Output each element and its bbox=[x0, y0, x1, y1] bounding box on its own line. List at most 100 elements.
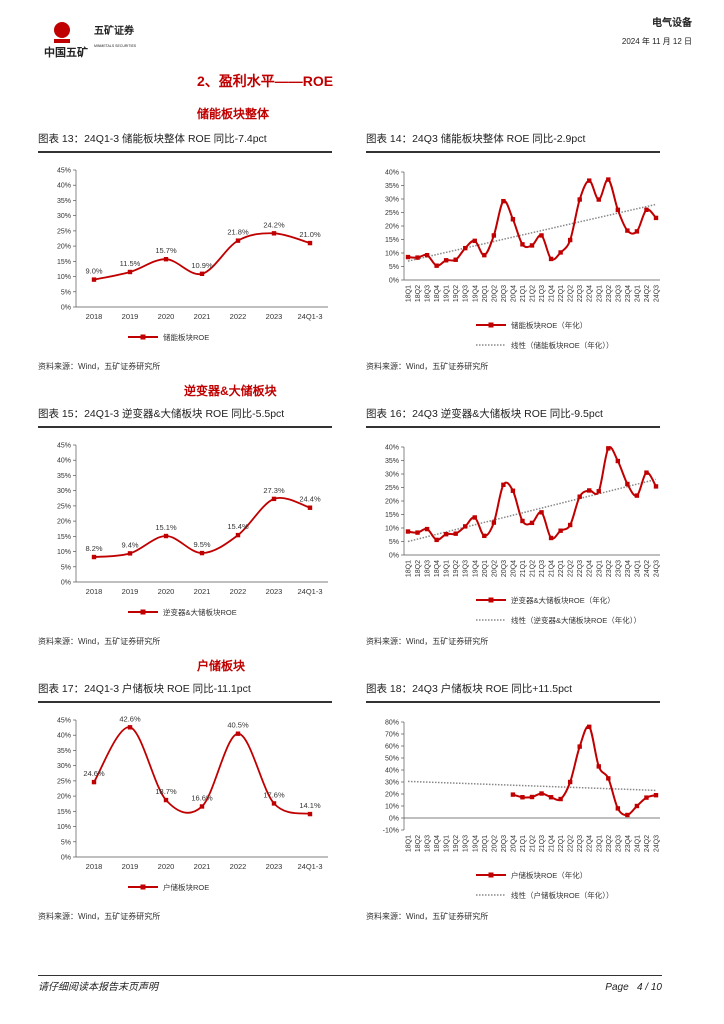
data-point bbox=[415, 530, 420, 535]
chart-svg: 0% 5% 10% 15% 20% 25% 30% 35% 40% 18Q1 18Q2 18Q3 18Q… bbox=[385, 170, 661, 351]
data-point bbox=[453, 531, 458, 536]
x-tick-label: 22Q3 bbox=[577, 835, 584, 852]
y-tick-label: 60% bbox=[385, 744, 399, 751]
y-tick-label: 70% bbox=[385, 732, 399, 739]
x-tick-label: 21Q3 bbox=[539, 560, 546, 577]
data-label: 9.4% bbox=[121, 540, 138, 549]
x-tick-label: 18Q4 bbox=[434, 560, 441, 577]
data-point bbox=[520, 518, 525, 524]
x-tick-label: 24Q3 bbox=[654, 560, 661, 577]
x-tick-label: 22Q4 bbox=[587, 835, 594, 852]
legend-label: 储能板块ROE（年化） bbox=[511, 320, 587, 330]
x-tick-label: 24Q3 bbox=[654, 835, 661, 852]
x-tick-label: 20Q4 bbox=[510, 835, 517, 852]
data-point bbox=[510, 488, 516, 493]
data-point bbox=[482, 252, 487, 258]
x-tick-label: 19Q3 bbox=[463, 285, 470, 302]
legend-marker bbox=[488, 322, 494, 328]
legend-label: 线性（储能板块ROE（年化）） bbox=[511, 340, 614, 350]
data-point bbox=[596, 764, 601, 769]
y-tick-label: 25% bbox=[385, 485, 399, 492]
data-label: 11.5% bbox=[120, 259, 141, 268]
chart-title: 图表 14：24Q3 储能板块整体 ROE 同比-2.9pct bbox=[366, 133, 586, 145]
x-tick-label: 20Q3 bbox=[501, 835, 508, 852]
data-point bbox=[271, 801, 277, 806]
chart-title-rule bbox=[38, 151, 332, 153]
data-point bbox=[606, 446, 611, 451]
legend-marker bbox=[140, 884, 146, 890]
x-tick-label: 23Q3 bbox=[615, 285, 622, 302]
data-point bbox=[596, 489, 601, 494]
x-tick-label: 22Q1 bbox=[558, 835, 565, 852]
data-label: 21.8% bbox=[227, 228, 249, 237]
data-label: 9.5% bbox=[193, 540, 210, 549]
data-point bbox=[529, 520, 535, 526]
y-tick-label: 40% bbox=[57, 733, 71, 740]
footer-rule bbox=[38, 975, 662, 976]
x-tick-label: 23Q4 bbox=[625, 560, 632, 577]
data-point bbox=[127, 551, 133, 556]
chart-svg: 0% 5% 10% 15% 20% 25% 30% 35% 40% 45% 2018 2019 2020… bbox=[57, 168, 328, 342]
x-tick-label: 20Q2 bbox=[491, 835, 498, 852]
data-point bbox=[482, 533, 487, 539]
y-tick-label: 25% bbox=[57, 503, 71, 510]
data-point bbox=[163, 533, 169, 539]
y-tick-label: 40% bbox=[385, 768, 399, 775]
legend-marker bbox=[488, 597, 494, 603]
x-tick-label: 21Q2 bbox=[530, 835, 537, 852]
x-tick-label: 19Q1 bbox=[444, 835, 451, 852]
data-point bbox=[634, 493, 640, 498]
x-tick-label: 20Q2 bbox=[491, 560, 498, 577]
x-tick-label: 19Q1 bbox=[444, 285, 451, 302]
data-point bbox=[567, 779, 573, 785]
x-tick-label: 22Q4 bbox=[587, 560, 594, 577]
data-point bbox=[567, 522, 573, 528]
legend-marker bbox=[140, 609, 146, 615]
trend-line bbox=[407, 780, 657, 792]
x-tick-label: 2020 bbox=[158, 312, 175, 321]
data-point bbox=[91, 277, 97, 282]
legend-marker bbox=[488, 872, 494, 878]
legend-label: 储能板块ROE bbox=[163, 332, 209, 342]
x-tick-label: 20Q1 bbox=[482, 560, 489, 577]
data-label: 9.0% bbox=[85, 267, 102, 276]
x-tick-label: 18Q2 bbox=[415, 560, 422, 577]
x-tick-label: 2023 bbox=[266, 587, 283, 596]
x-tick-label: 2019 bbox=[122, 862, 139, 871]
x-tick-label: 2022 bbox=[230, 862, 247, 871]
x-tick-label: 2022 bbox=[230, 312, 247, 321]
legend-marker bbox=[140, 334, 146, 340]
data-point bbox=[539, 233, 544, 238]
y-tick-label: 0% bbox=[61, 855, 71, 862]
y-tick-label: 5% bbox=[61, 564, 71, 571]
data-point bbox=[653, 215, 659, 221]
data-point bbox=[625, 228, 630, 233]
x-tick-label: 22Q2 bbox=[568, 835, 575, 852]
x-tick-label: 23Q1 bbox=[596, 835, 603, 852]
chart-svg: 0% 5% 10% 15% 20% 25% 30% 35% 40% 45% 2018 2019 2020… bbox=[57, 714, 328, 892]
y-tick-label: 30% bbox=[57, 763, 71, 770]
x-tick-label: 22Q1 bbox=[558, 560, 565, 577]
y-tick-label: 35% bbox=[57, 473, 71, 480]
x-tick-label: 19Q3 bbox=[463, 560, 470, 577]
y-tick-label: 25% bbox=[57, 778, 71, 785]
y-tick-label: 0% bbox=[389, 278, 399, 285]
x-tick-label: 2023 bbox=[266, 862, 283, 871]
chart-c13: 图表 13：24Q1-3 储能板块整体 ROE 同比-7.4pct 资料来源：Wi… bbox=[38, 133, 334, 378]
x-tick-label: 2021 bbox=[194, 312, 211, 321]
data-label: 15.1% bbox=[155, 523, 177, 532]
subsection-title: 储能板块整体 bbox=[197, 107, 270, 121]
x-tick-label: 18Q2 bbox=[415, 285, 422, 302]
data-point bbox=[91, 779, 97, 785]
chart-source: 资料来源：Wind，五矿证券研究所 bbox=[366, 637, 489, 646]
y-tick-label: 30% bbox=[385, 780, 399, 787]
chart-title-rule bbox=[366, 701, 660, 703]
y-tick-label: 50% bbox=[385, 756, 399, 763]
y-tick-label: 15% bbox=[385, 237, 399, 244]
x-tick-label: 18Q3 bbox=[425, 285, 432, 302]
y-tick-label: 20% bbox=[385, 499, 399, 506]
data-point bbox=[615, 806, 621, 811]
x-tick-label: 23Q2 bbox=[606, 285, 613, 302]
data-point bbox=[606, 776, 611, 781]
data-point bbox=[271, 231, 277, 236]
